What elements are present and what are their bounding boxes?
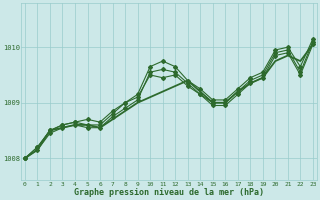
X-axis label: Graphe pression niveau de la mer (hPa): Graphe pression niveau de la mer (hPa)	[74, 188, 264, 197]
